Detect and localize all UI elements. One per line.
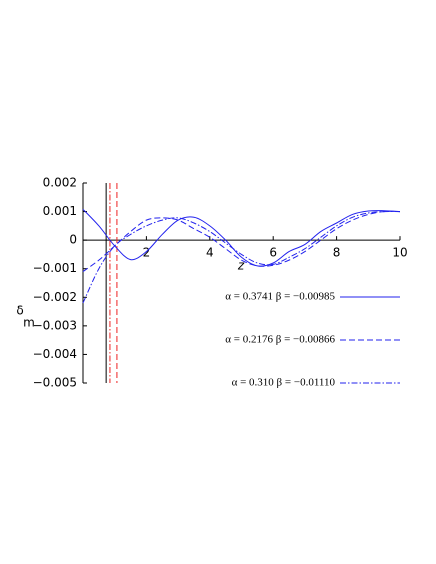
legend-label: α = 0.3741 β = −0.00985 [225, 291, 335, 303]
x-tick-label: 4 [206, 246, 214, 260]
y-axis-label-subscript: m [23, 316, 35, 330]
data-line [82, 210, 401, 272]
x-tick-label: 10 [392, 246, 407, 260]
legend-label: α = 0.310 β = −0.01110 [232, 377, 336, 389]
data-line [82, 208, 401, 267]
y-axis-label: δ [16, 304, 23, 318]
x-axis-label: z [237, 259, 245, 273]
y-tick-label: 0.002 [43, 176, 77, 190]
y-tick-label: −0.003 [33, 318, 77, 332]
x-tick-label: 6 [269, 246, 277, 260]
y-tick-label: 0.001 [43, 204, 77, 218]
x-tick-label: 8 [333, 246, 341, 260]
y-tick-label: 0 [69, 233, 77, 247]
x-tick-label: 2 [143, 246, 151, 260]
y-tick-label: −0.004 [33, 347, 77, 361]
y-tick-label: −0.002 [33, 290, 77, 304]
legend-label: α = 0.2176 β = −0.00866 [225, 334, 335, 346]
data-line [82, 210, 401, 304]
y-tick-label: −0.001 [33, 261, 77, 275]
y-tick-label: −0.005 [33, 376, 77, 390]
